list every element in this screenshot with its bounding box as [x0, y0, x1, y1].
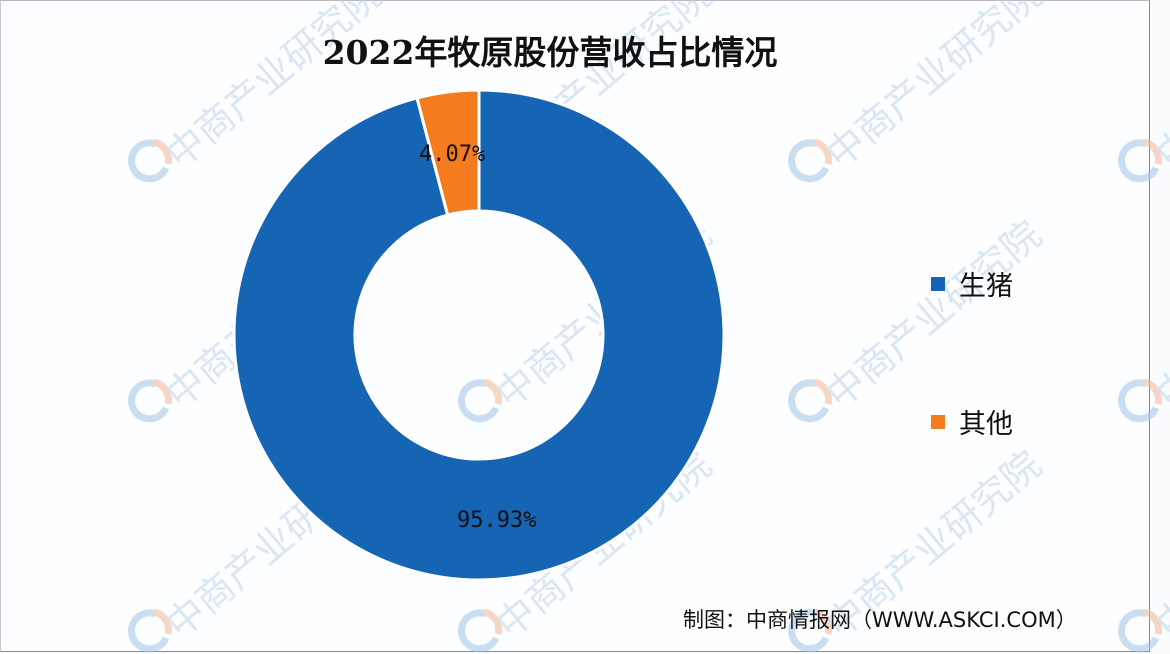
- legend-label-other: 其他: [959, 409, 1013, 440]
- data-label-other: 4.07%: [419, 142, 486, 167]
- legend-label-pig: 生猪: [959, 271, 1013, 302]
- data-label-pig: 95.93%: [457, 508, 537, 533]
- legend-item-pig: 生猪: [931, 264, 1013, 303]
- legend-swatch-other: [931, 414, 945, 429]
- donut-slice-other: [415, 88, 481, 217]
- source-credit: 制图：中商情报网（WWW.ASKCI.COM）: [683, 608, 1077, 632]
- chart-title: 2022年牧原股份营收占比情况: [322, 33, 778, 72]
- legend-item-other: 其他: [931, 402, 1013, 441]
- legend-swatch-pig: [931, 276, 945, 291]
- donut-slice-pig: [232, 88, 726, 582]
